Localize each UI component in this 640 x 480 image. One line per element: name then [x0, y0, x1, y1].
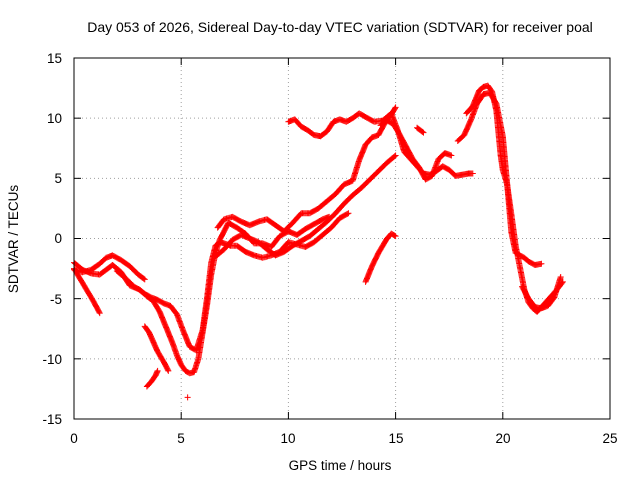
- y-tick-label: 5: [54, 171, 62, 186]
- data-marker: [369, 117, 376, 124]
- y-tick-labels: -15 -10 -5 0 5 10 15: [42, 51, 62, 427]
- x-tick-labels: 0 5 10 15 20 25: [70, 431, 617, 446]
- data-marker: [317, 217, 324, 224]
- data-marker: [390, 154, 397, 161]
- x-tick-label: 15: [388, 431, 403, 446]
- data-marker: [89, 295, 96, 302]
- data-marker: [360, 112, 367, 119]
- x-tick-label: 10: [280, 431, 295, 446]
- data-marker: [304, 234, 311, 241]
- data-marker: [302, 125, 309, 132]
- data-marker: [519, 253, 526, 260]
- data-marker: [155, 306, 162, 313]
- data-marker: [395, 129, 402, 136]
- data-marker: [365, 178, 372, 185]
- data-marker: [516, 263, 523, 270]
- data-point: [184, 394, 191, 401]
- y-tick-label: 0: [54, 231, 62, 246]
- data-marker: [391, 232, 398, 239]
- data-marker: [308, 222, 315, 229]
- data-marker: [339, 202, 346, 209]
- data-marker: [468, 170, 475, 177]
- data-marker: [139, 275, 146, 282]
- data-marker: [296, 239, 303, 246]
- data-marker: [537, 260, 544, 267]
- data-marker: [308, 240, 315, 247]
- data-marker: [487, 86, 494, 93]
- data-marker: [391, 105, 398, 112]
- data-marker: [172, 309, 179, 316]
- data-marker: [440, 151, 447, 158]
- data-marker: [164, 365, 171, 372]
- data-marker: [391, 106, 398, 113]
- data-marker: [529, 260, 536, 267]
- axis-ticks: [73, 57, 611, 420]
- data-marker: [184, 369, 191, 376]
- x-tick-label: 5: [177, 431, 185, 446]
- data-marker: [159, 357, 166, 364]
- data-marker: [231, 223, 238, 230]
- data-marker: [326, 226, 333, 233]
- data-marker: [82, 285, 89, 292]
- data-marker: [96, 309, 103, 316]
- data-marker: [158, 299, 165, 306]
- data-marker: [275, 235, 282, 242]
- x-tick-label: 0: [70, 431, 78, 446]
- data-marker: [287, 221, 294, 228]
- y-tick-label: -15: [42, 412, 62, 427]
- y-axis-label: SDTVAR / TECUs: [6, 185, 21, 294]
- data-marker: [408, 153, 415, 160]
- data-marker: [95, 307, 102, 314]
- data-marker: [391, 153, 398, 160]
- x-axis-label: GPS time / hours: [289, 458, 392, 473]
- data-marker: [330, 211, 337, 218]
- data-marker: [382, 237, 389, 244]
- data-marker: [390, 231, 397, 238]
- data-marker: [419, 128, 426, 135]
- data-marker: [549, 296, 556, 303]
- x-tick-label: 20: [495, 431, 510, 446]
- data-marker: [335, 216, 342, 223]
- data-marker: [116, 255, 123, 262]
- data-marker: [219, 247, 226, 254]
- data-marker: [378, 244, 385, 251]
- data-marker: [402, 141, 409, 148]
- data-marker: [328, 120, 335, 127]
- data-marker: [135, 286, 142, 293]
- data-marker: [374, 252, 381, 259]
- data-marker: [154, 368, 161, 375]
- data-marker: [447, 152, 454, 159]
- data-marker: [344, 210, 351, 217]
- data-marker: [164, 366, 171, 373]
- y-tick-label: -10: [42, 352, 62, 367]
- y-tick-label: 15: [47, 51, 62, 66]
- data-marker: [140, 275, 147, 282]
- data-points: [71, 82, 566, 401]
- data-marker: [343, 211, 350, 218]
- data-marker: [181, 365, 188, 372]
- data-marker: [313, 206, 320, 213]
- plot-frame: [73, 57, 611, 420]
- data-marker: [236, 217, 243, 224]
- x-tick-label: 25: [602, 431, 617, 446]
- y-tick-label: -5: [50, 292, 62, 307]
- data-marker: [444, 165, 451, 172]
- data-marker: [330, 192, 337, 199]
- data-marker: [418, 128, 425, 135]
- data-marker: [524, 293, 531, 300]
- data-marker: [373, 169, 380, 176]
- data-marker: [144, 327, 151, 334]
- chart-title: Day 053 of 2026, Sidereal Day-to-day VTE…: [87, 19, 593, 35]
- y-tick-label: 10: [47, 111, 62, 126]
- data-marker: [76, 274, 83, 281]
- data-marker: [557, 275, 564, 282]
- data-marker: [347, 116, 354, 123]
- data-marker: [220, 230, 227, 237]
- data-marker: [227, 238, 234, 245]
